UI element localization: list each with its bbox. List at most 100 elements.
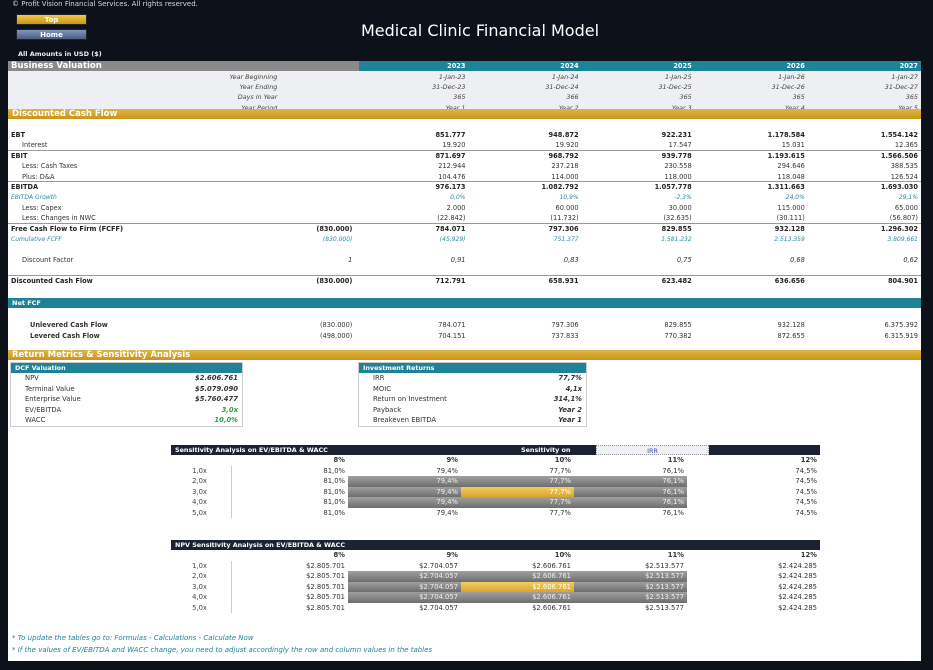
- corner-cell: [171, 550, 231, 561]
- metric-value: 4,1x: [565, 384, 582, 393]
- year-value: 1.082.792: [468, 181, 582, 193]
- year-value: 751.377: [553, 235, 579, 243]
- initial-value: 1: [348, 255, 353, 264]
- row-label: Year Period: [241, 103, 278, 112]
- top-button[interactable]: Top: [16, 14, 87, 25]
- investment-returns-box: Investment Returns IRR 77,7% MOIC 4,1x Retur…: [358, 362, 587, 427]
- year-value: 948.872: [548, 131, 579, 140]
- row-label: EBITDA Growth: [11, 194, 57, 202]
- sensitivity-cell: 76,1%: [574, 476, 687, 487]
- note-adjust-values: * If the values of EV/EBITDA and WACC ch…: [12, 646, 433, 654]
- row-label: Plus: D&A: [22, 172, 55, 181]
- year-value: 24,0%: [785, 194, 805, 202]
- year-value: (56.807): [889, 214, 918, 223]
- sensitivity-cell: $2.606.761: [461, 571, 574, 582]
- sensitivity-cell: 77,7%: [549, 466, 571, 475]
- sensitivity-cell: 81,0%: [231, 465, 348, 476]
- sensitivity-cell: 79,4%: [348, 497, 461, 508]
- sensitivity-cell: $2.704.057: [419, 603, 458, 612]
- year-label: 2023: [447, 62, 466, 71]
- row-label: Levered Cash Flow: [30, 331, 100, 340]
- sensitivity-cell: $2.704.057: [348, 571, 461, 582]
- period-value: 1-Jan-27: [891, 72, 918, 81]
- year-value: 804.901: [807, 274, 921, 286]
- year-value: 784.071: [438, 321, 466, 330]
- year-value: 10,9%: [559, 194, 579, 202]
- period-value: Year 2: [558, 103, 579, 112]
- row-label: Less: Capex: [22, 203, 62, 212]
- year-value: 60.000: [555, 203, 579, 212]
- sensitivity-cell: $2.424.285: [778, 572, 817, 580]
- ev-ebitda-row-label: 3,0x: [192, 487, 207, 496]
- year-value: 212.944: [438, 162, 466, 171]
- period-value: 31-Dec-26: [771, 82, 805, 91]
- dcf-row: Discounted Cash Flow (830.000) 712.791 658.…: [8, 274, 921, 286]
- year-value: 939.778: [581, 150, 695, 162]
- metric-label: Breakeven EBITDA: [373, 416, 437, 424]
- metric-row: Breakeven EBITDA Year 1: [359, 415, 586, 426]
- year-label: 2024: [560, 62, 579, 71]
- sensitivity-cell: $2.513.577: [574, 571, 687, 582]
- sensitivity-cell: $2.606.761: [532, 603, 571, 612]
- row-label: Days in Year: [237, 93, 278, 102]
- sensitivity-cell: $2.606.761: [461, 581, 574, 592]
- dcf-row: [8, 265, 921, 275]
- sensitivity-cell: $2.805.701: [231, 602, 348, 613]
- year-value: 829.855: [664, 321, 692, 330]
- ev-ebitda-row-label: 5,0x: [192, 508, 207, 517]
- sensitivity-cell: 74,5%: [795, 508, 817, 517]
- business-valuation-table: Business Valuation 2023 2024 2025 2026 2027 Ye…: [8, 61, 921, 113]
- metric-label: WACC: [25, 416, 46, 424]
- row-label: Unlevered Cash Flow: [30, 321, 108, 330]
- metric-label: Return on Investment: [373, 395, 447, 403]
- initial-value: [280, 161, 355, 171]
- year-label: 2025: [673, 62, 692, 71]
- metric-label: NPV: [25, 374, 39, 382]
- year-value: 872.655: [777, 331, 805, 340]
- year-value: 704.151: [438, 331, 466, 340]
- metric-label: Terminal Value: [25, 384, 75, 393]
- year-value: 797.306: [551, 321, 579, 330]
- period-value: 1-Jan-24: [551, 72, 579, 81]
- wacc-column-header: 10%: [554, 551, 571, 559]
- wacc-column-header: 11%: [667, 456, 684, 464]
- currency-note: All Amounts in USD ($): [18, 50, 102, 58]
- dcf-row: Plus: D&A 104.476 114.000 118.000 118.048 126…: [8, 172, 921, 182]
- row-label: Less: Cash Taxes: [22, 162, 78, 171]
- year-value: 15.031: [781, 141, 805, 150]
- year-value: [695, 265, 808, 275]
- dcf-row: Discount Factor 1 0,91 0,83 0,75 0,68 0,62: [8, 255, 921, 265]
- section-title: Business Valuation: [11, 61, 102, 72]
- initial-value: [280, 150, 356, 162]
- metric-value: 3,0x: [221, 405, 238, 414]
- year-value: [355, 265, 468, 275]
- sensitivity-cell: 74,5%: [795, 477, 817, 485]
- metric-label: Enterprise Value: [25, 395, 81, 403]
- sensitivity-cell: $2.513.577: [574, 592, 687, 603]
- sensitivity-cell: 76,1%: [662, 508, 684, 517]
- year-value: 6.315.919: [884, 331, 918, 340]
- year-value: 636.656: [694, 274, 808, 286]
- wacc-column-header: 12%: [800, 456, 817, 464]
- home-button[interactable]: Home: [16, 29, 87, 40]
- row-label: EBT: [11, 131, 26, 140]
- year-value: 932.128: [694, 222, 808, 234]
- initial-value: [280, 213, 355, 223]
- ev-ebitda-row-label: 4,0x: [192, 593, 207, 601]
- year-value: 1.178.584: [767, 131, 805, 140]
- dcf-valuation-box: DCF Valuation NPV $2.606.761 Terminal Valu…: [10, 362, 243, 427]
- metric-row: Return on Investment 314,1%: [359, 394, 586, 405]
- year-value: 0,91: [450, 255, 466, 264]
- initial-value: (830.000): [319, 321, 353, 330]
- initial-value: [280, 140, 355, 150]
- sensitivity-cell: 79,4%: [436, 508, 458, 517]
- initial-value: [280, 181, 356, 193]
- initial-value: [280, 192, 355, 202]
- sensitivity-cell: 77,7%: [461, 486, 574, 497]
- blank-cell: [280, 61, 355, 71]
- npv-sensitivity-table: NPV Sensitivity Analysis on EV/EBITDA & …: [171, 540, 820, 613]
- year-value: 29,1%: [898, 194, 918, 202]
- valuation-sheet: Business Valuation 2023 2024 2025 2026 2027 Ye…: [8, 61, 921, 661]
- sensitivity-on-select[interactable]: IRR: [596, 445, 709, 455]
- initial-value: (830.000): [280, 222, 356, 234]
